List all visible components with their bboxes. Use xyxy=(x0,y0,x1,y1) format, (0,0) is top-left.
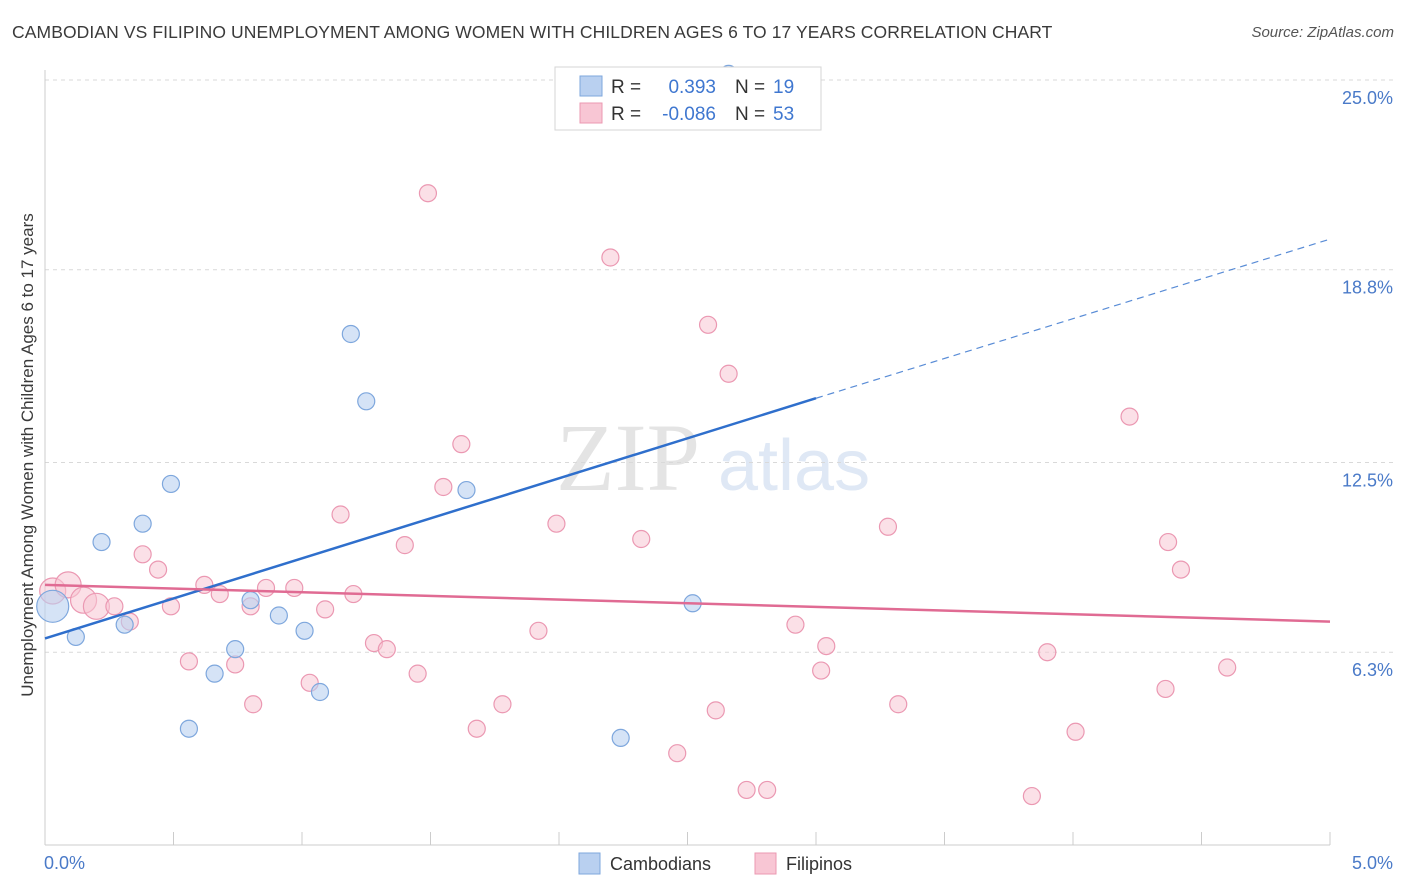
bottom-legend-label-cambodians: Cambodians xyxy=(610,854,711,874)
legend-n-label-filipino: N = xyxy=(735,104,765,125)
filipino-point xyxy=(817,636,836,656)
filipino-point xyxy=(331,505,350,524)
filipino-point xyxy=(601,248,620,267)
cambodian-point xyxy=(205,664,224,683)
bottom-legend-swatch-cambodians xyxy=(578,852,601,875)
filipino-point xyxy=(408,664,427,683)
filipino-point xyxy=(285,578,304,598)
cambodian-point xyxy=(295,621,314,640)
y-tick-label: 6.3% xyxy=(1352,660,1393,680)
filipino-point xyxy=(210,584,229,604)
filipino-point xyxy=(316,600,335,619)
cambodian-point xyxy=(611,728,630,748)
chart-title: CAMBODIAN VS FILIPINO UNEMPLOYMENT AMONG… xyxy=(12,22,1053,42)
gridlines xyxy=(45,79,1393,653)
x-tick-label-max: 5.0% xyxy=(1352,853,1393,873)
cambodian-point xyxy=(179,719,199,738)
bottom-legend-label-filipinos: Filipinos xyxy=(786,854,852,874)
legend-n-label-cambodian: N = xyxy=(735,77,765,98)
filipino-point xyxy=(889,695,908,714)
cambodian-point xyxy=(133,514,152,533)
bottom-legend-swatch-filipinos xyxy=(754,852,777,875)
cambodian-point xyxy=(310,682,330,702)
filipino-point xyxy=(706,701,725,720)
filipino-point xyxy=(1120,407,1139,426)
filipino-point xyxy=(377,640,396,659)
cambodian-points xyxy=(36,64,738,748)
cambodian-point xyxy=(92,532,111,552)
filipino-point xyxy=(698,315,718,334)
legend-swatch-filipino xyxy=(579,102,603,124)
filipino-point xyxy=(529,621,548,640)
filipino-point xyxy=(226,655,245,674)
x-ticks xyxy=(44,832,1331,845)
filipino-point xyxy=(395,536,414,555)
cambodian-point xyxy=(161,474,181,494)
cambodian-point xyxy=(241,591,260,610)
filipino-point xyxy=(452,435,471,454)
source-credit: Source: ZipAtlas.com xyxy=(1251,24,1394,41)
legend-r-value-cambodian: 0.393 xyxy=(668,77,716,98)
filipino-point xyxy=(418,184,438,203)
filipino-point xyxy=(1156,679,1175,699)
cambodian-point xyxy=(115,615,134,634)
watermark-atlas: atlas xyxy=(718,426,870,506)
filipino-point xyxy=(812,661,831,680)
filipino-point xyxy=(878,517,898,536)
legend-r-label-cambodian: R = xyxy=(611,77,641,98)
filipino-point xyxy=(244,695,263,714)
trend-lines xyxy=(44,238,1331,640)
cambodian-trend-line xyxy=(44,397,817,640)
filipino-point xyxy=(148,560,168,579)
filipino-point xyxy=(1066,722,1085,741)
filipino-point xyxy=(1171,560,1191,579)
filipino-point xyxy=(467,719,486,738)
legend-swatch-cambodian xyxy=(579,75,603,97)
cambodian-point xyxy=(226,640,245,659)
filipino-point xyxy=(1038,643,1057,662)
filipino-point xyxy=(179,652,199,671)
filipino-point xyxy=(105,597,124,616)
filipino-point xyxy=(161,597,181,616)
filipino-point xyxy=(1158,532,1178,552)
series-legend: Cambodians Filipinos xyxy=(578,852,852,875)
cambodian-point xyxy=(36,589,70,623)
y-tick-label: 12.5% xyxy=(1342,471,1393,491)
cambodian-point xyxy=(269,606,288,625)
filipino-point xyxy=(632,529,651,549)
x-tick-label-min: 0.0% xyxy=(44,853,85,873)
filipino-point xyxy=(1218,658,1237,677)
y-axis-title: Unemployment Among Women with Children A… xyxy=(18,213,37,697)
filipino-trend-line xyxy=(44,583,1331,623)
cambodian-point xyxy=(357,392,376,411)
y-tick-label: 25.0% xyxy=(1342,88,1393,108)
filipino-point xyxy=(668,744,687,763)
filipino-point xyxy=(786,615,805,634)
filipino-point xyxy=(758,780,777,800)
legend-r-value-filipino: -0.086 xyxy=(662,104,716,125)
cambodian-trend-extension xyxy=(815,238,1331,399)
filipino-point xyxy=(133,545,152,564)
cambodian-point xyxy=(457,480,476,500)
legend-r-label-filipino: R = xyxy=(611,104,641,125)
filipino-point xyxy=(434,477,453,497)
legend-n-value-filipino: 53 xyxy=(773,104,794,125)
filipino-point xyxy=(256,578,276,598)
legend-n-value-cambodian: 19 xyxy=(773,77,794,98)
correlation-legend: R = 0.393 N = 19 R = -0.086 N = 53 xyxy=(554,66,822,131)
filipino-point xyxy=(737,780,756,800)
filipino-point xyxy=(547,514,566,533)
cambodian-point xyxy=(341,324,360,344)
filipino-point xyxy=(493,695,512,714)
filipino-point xyxy=(1022,786,1041,806)
y-tick-labels: 6.3% 12.5% 18.8% 25.0% xyxy=(1342,88,1393,680)
y-tick-label: 18.8% xyxy=(1342,278,1393,298)
filipino-point xyxy=(719,364,738,383)
